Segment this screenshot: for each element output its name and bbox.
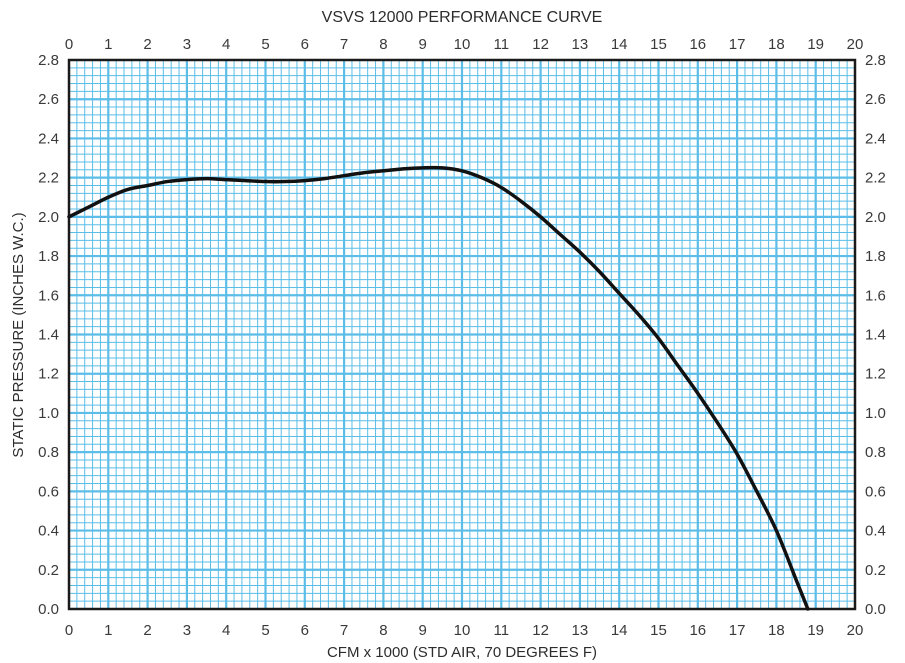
x-tick-label-bottom: 7 — [340, 622, 348, 639]
x-tick-label-top: 2 — [143, 36, 151, 53]
x-tick-label-bottom: 20 — [847, 622, 864, 639]
x-tick-label-top: 15 — [650, 36, 667, 53]
y-tick-label-left: 1.8 — [38, 248, 59, 265]
chart-title: VSVS 12000 PERFORMANCE CURVE — [322, 9, 603, 26]
y-tick-label-right: 2.8 — [865, 52, 886, 69]
x-tick-label-bottom: 19 — [807, 622, 824, 639]
x-tick-label-top: 19 — [807, 36, 824, 53]
y-tick-label-right: 0.2 — [865, 562, 886, 579]
y-axis-label: STATIC PRESSURE (INCHES W.C.) — [10, 212, 27, 457]
y-ticks-right: 0.0 0.2 0.4 0.6 0.8 1.0 1.2 1.4 1.6 1.8 2.0 2.2 2.4 2… — [865, 52, 886, 618]
plot-frame — [67, 58, 857, 611]
y-tick-label-right: 2.0 — [865, 209, 886, 226]
x-tick-label-top: 7 — [340, 36, 348, 53]
y-ticks-left: 0.0 0.2 0.4 0.6 0.8 1.0 1.2 1.4 1.6 1.8 2.0 2.2 2.4 2… — [38, 52, 59, 618]
y-tick-label-left: 2.4 — [38, 130, 59, 147]
y-tick-label-left: 1.0 — [38, 405, 59, 422]
x-axis-label: CFM x 1000 (STD AIR, 70 DEGREES F) — [327, 644, 597, 661]
y-tick-label-right: 1.2 — [865, 366, 886, 383]
x-tick-label-top: 17 — [729, 36, 746, 53]
y-tick-label-left: 1.4 — [38, 327, 59, 344]
x-tick-label-top: 3 — [183, 36, 191, 53]
x-tick-label-bottom: 13 — [572, 622, 589, 639]
x-tick-label-bottom: 6 — [301, 622, 309, 639]
y-tick-label-right: 1.8 — [865, 248, 886, 265]
x-tick-label-top: 1 — [104, 36, 112, 53]
x-tick-label-top: 11 — [494, 36, 510, 53]
y-tick-label-left: 1.6 — [38, 287, 59, 304]
y-tick-label-right: 1.4 — [865, 327, 886, 344]
x-tick-label-bottom: 8 — [379, 622, 387, 639]
x-tick-label-bottom: 2 — [143, 622, 151, 639]
x-tick-label-bottom: 9 — [419, 622, 427, 639]
y-tick-label-left: 0.0 — [38, 601, 59, 618]
y-tick-label-left: 0.6 — [38, 483, 59, 500]
x-tick-label-top: 14 — [611, 36, 628, 53]
y-tick-label-right: 0.6 — [865, 483, 886, 500]
y-tick-label-left: 0.2 — [38, 562, 59, 579]
y-tick-label-left: 2.8 — [38, 52, 59, 69]
x-tick-label-top: 12 — [532, 36, 549, 53]
x-tick-label-bottom: 17 — [729, 622, 746, 639]
x-tick-label-top: 8 — [379, 36, 387, 53]
x-tick-label-top: 20 — [847, 36, 864, 53]
y-tick-label-right: 2.2 — [865, 170, 886, 187]
x-tick-label-top: 6 — [301, 36, 309, 53]
y-tick-label-right: 0.4 — [865, 523, 886, 540]
y-tick-label-right: 0.8 — [865, 444, 886, 461]
x-tick-label-bottom: 1 — [104, 622, 112, 639]
y-tick-label-left: 0.4 — [38, 523, 59, 540]
x-tick-label-bottom: 14 — [611, 622, 628, 639]
performance-curve-line — [67, 165, 810, 611]
x-tick-label-top: 0 — [65, 36, 73, 53]
x-tick-label-bottom: 15 — [650, 622, 667, 639]
y-tick-label-left: 2.2 — [38, 170, 59, 187]
x-tick-label-bottom: 18 — [768, 622, 785, 639]
x-tick-label-bottom: 11 — [494, 622, 510, 639]
y-tick-label-right: 1.0 — [865, 405, 886, 422]
y-tick-label-left: 1.2 — [38, 366, 59, 383]
y-tick-label-right: 1.6 — [865, 287, 886, 304]
y-tick-label-left: 2.6 — [38, 91, 59, 108]
x-tick-label-top: 18 — [768, 36, 785, 53]
y-tick-label-right: 2.4 — [865, 130, 886, 147]
x-tick-label-bottom: 3 — [183, 622, 191, 639]
major-grid — [69, 60, 855, 609]
y-tick-label-right: 2.6 — [865, 91, 886, 108]
x-ticks-top: 0 1 2 3 4 5 6 7 8 9 10 11 12 13 14 15 16 17 18 19 20 — [65, 36, 864, 53]
y-tick-label-left: 2.0 — [38, 209, 59, 226]
x-tick-label-bottom: 0 — [65, 622, 73, 639]
x-tick-label-top: 16 — [689, 36, 706, 53]
x-tick-label-top: 5 — [261, 36, 269, 53]
x-tick-label-top: 13 — [572, 36, 589, 53]
x-tick-label-bottom: 12 — [532, 622, 549, 639]
x-tick-label-top: 10 — [454, 36, 471, 53]
x-tick-label-bottom: 5 — [261, 622, 269, 639]
x-tick-label-bottom: 10 — [454, 622, 471, 639]
y-tick-label-left: 0.8 — [38, 444, 59, 461]
y-tick-label-right: 0.0 — [865, 601, 886, 618]
x-tick-label-top: 9 — [419, 36, 427, 53]
x-tick-label-bottom: 16 — [689, 622, 706, 639]
x-ticks-bottom: 0 1 2 3 4 5 6 7 8 9 10 11 12 13 14 15 16 17 18 19 20 — [65, 622, 864, 639]
x-tick-label-bottom: 4 — [222, 622, 230, 639]
x-tick-label-top: 4 — [222, 36, 230, 53]
